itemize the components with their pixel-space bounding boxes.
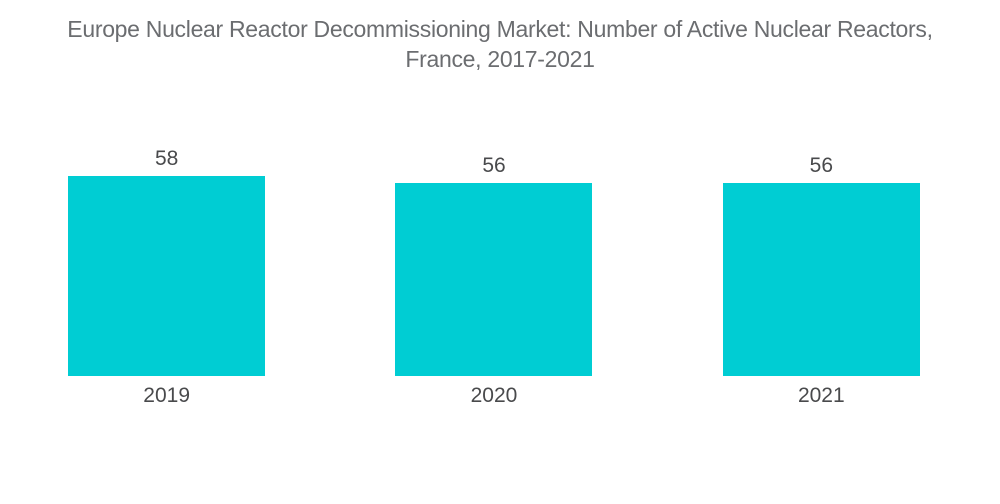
chart-title-line-1: Europe Nuclear Reactor Decommissioning M…: [67, 16, 933, 42]
bar-2019: [68, 176, 266, 376]
bar-group-2020: 56: [330, 0, 657, 376]
bar-group-2021: 56: [658, 0, 985, 376]
bar-2021: [722, 183, 920, 376]
bar-group-2019: 58: [3, 0, 330, 376]
x-axis: 2019 2020 2021: [3, 385, 985, 406]
x-axis-label: 2021: [797, 384, 845, 407]
plot-area: 58 56 56: [3, 0, 985, 376]
bar-value-label: 58: [154, 147, 179, 170]
bar-2020: [395, 183, 593, 376]
bar-value-label: 56: [482, 154, 506, 177]
chart-title-line-2: France, 2017-2021: [405, 46, 595, 72]
x-axis-label: 2019: [143, 384, 191, 407]
chart-title: Europe Nuclear Reactor Decommissioning M…: [0, 14, 1000, 74]
bar-value-label: 56: [809, 154, 833, 177]
x-axis-label: 2020: [470, 384, 518, 407]
